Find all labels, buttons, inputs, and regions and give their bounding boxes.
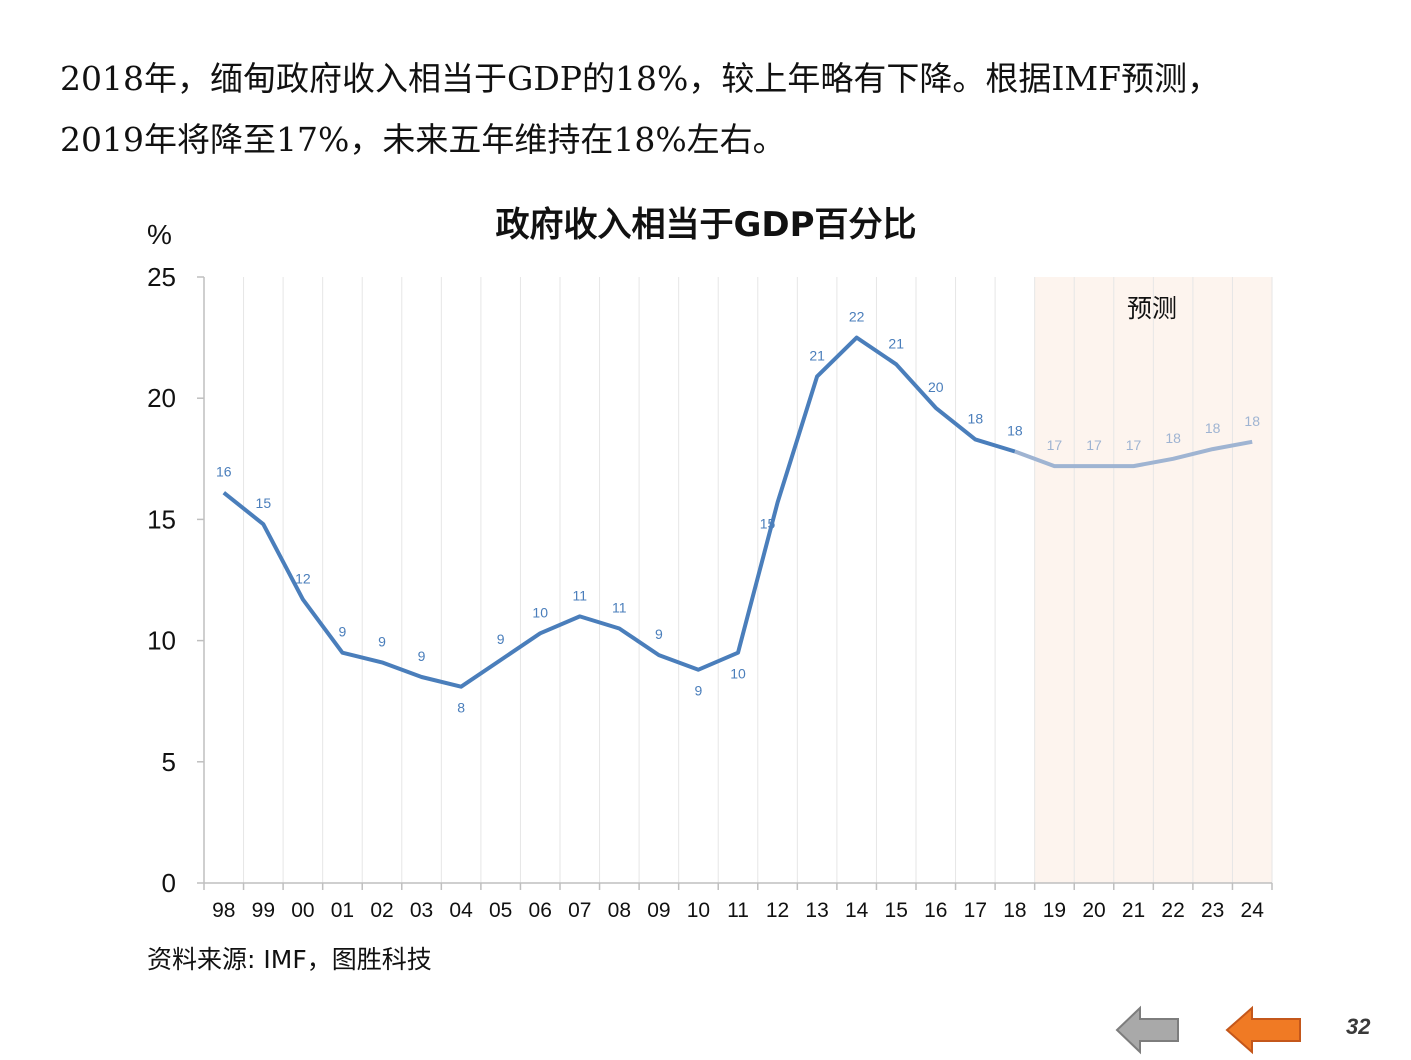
intro-line-2: 2019年将降至17%，未来五年维持在18%左右。 [60,120,786,159]
left-arrow-icon [1225,1005,1301,1055]
x-tick-label: 18 [1003,899,1026,922]
x-tick-label: 08 [608,899,631,922]
x-tick-label: 14 [845,899,869,922]
x-tick-label: 99 [252,899,275,922]
left-arrow-icon [1115,1005,1179,1055]
data-label: 10 [532,604,548,620]
x-tick-label: 15 [885,899,908,922]
y-tick-label: 25 [147,262,176,292]
x-tick-label: 17 [964,899,987,922]
y-axis-unit: % [147,219,172,250]
x-tick-label: 98 [212,899,235,922]
data-label: 17 [1047,437,1063,453]
x-tick-label: 00 [291,899,314,922]
data-label: 17 [1086,437,1102,453]
x-tick-label: 12 [766,899,789,922]
x-tick-label: 01 [331,899,354,922]
data-label: 9 [418,648,426,664]
x-tick-label: 09 [647,899,670,922]
x-tick-label: 21 [1122,899,1145,922]
chart-gridlines [243,277,1273,883]
y-tick-label: 5 [162,747,176,777]
data-label: 11 [612,599,627,615]
x-tick-label: 20 [1082,899,1105,922]
data-label: 12 [295,570,311,586]
x-tick-label: 19 [1043,899,1066,922]
data-label: 18 [1007,423,1023,439]
series-line-actual [222,335,1016,689]
data-label: 9 [339,624,347,640]
y-tick-label: 15 [147,504,176,534]
data-label: 21 [888,335,904,351]
data-label: 15 [256,495,272,511]
intro-text: 2018年，缅甸政府收入相当于GDP的18%，较上年略有下降。根据IMF预测， … [60,48,1380,170]
next-page-button[interactable] [1224,1005,1301,1055]
prev-page-button[interactable] [1114,1005,1184,1055]
y-tick-label: 10 [147,626,176,656]
forecast-label: 预测 [1127,294,1177,323]
data-label: 15 [760,515,776,531]
x-tick-label: 05 [489,899,512,922]
data-label: 9 [655,626,663,642]
x-tick-label: 24 [1241,899,1265,922]
data-label: 8 [457,700,465,716]
x-tick-label: 10 [687,899,710,922]
x-tick-label: 03 [410,899,433,922]
x-tick-label: 06 [529,899,552,922]
data-label: 10 [730,666,746,682]
data-label: 18 [968,410,984,426]
intro-line-1: 2018年，缅甸政府收入相当于GDP的18%，较上年略有下降。根据IMF预测， [60,59,1221,98]
x-tick-label: 11 [727,899,749,922]
data-label: 9 [695,683,703,699]
x-tick-label: 07 [568,899,591,922]
x-tick-label: 16 [924,899,947,922]
page-number: 32 [1346,1014,1371,1039]
data-label: 18 [1244,413,1260,429]
x-tick-label: 13 [805,899,828,922]
data-label: 18 [1165,430,1181,446]
data-label: 21 [809,347,825,363]
chart-title: 政府收入相当于GDP百分比 [495,205,916,245]
x-tick-label: 22 [1161,899,1184,922]
data-label: 16 [216,464,232,480]
y-tick-label: 20 [147,383,176,413]
x-tick-label: 04 [449,899,473,922]
chart-data-labels: 16 15 12 9 9 9 8 9 10 11 11 9 9 10 15 21 22 21 20 18 18 17 17 1… [216,309,1260,716]
data-label: 11 [573,587,588,603]
series-line-forecast [1014,439,1253,469]
y-tick-label: 0 [162,868,176,898]
data-label: 18 [1205,420,1221,436]
x-tick-label: 02 [370,899,393,922]
data-label: 17 [1126,437,1142,453]
data-label: 9 [378,633,386,649]
data-label: 9 [497,631,505,647]
source-note: 资料来源: IMF，图胜科技 [147,945,432,974]
chart-series [222,335,1253,689]
data-label: 20 [928,379,944,395]
x-tick-label: 23 [1201,899,1224,922]
data-label: 22 [849,309,865,325]
